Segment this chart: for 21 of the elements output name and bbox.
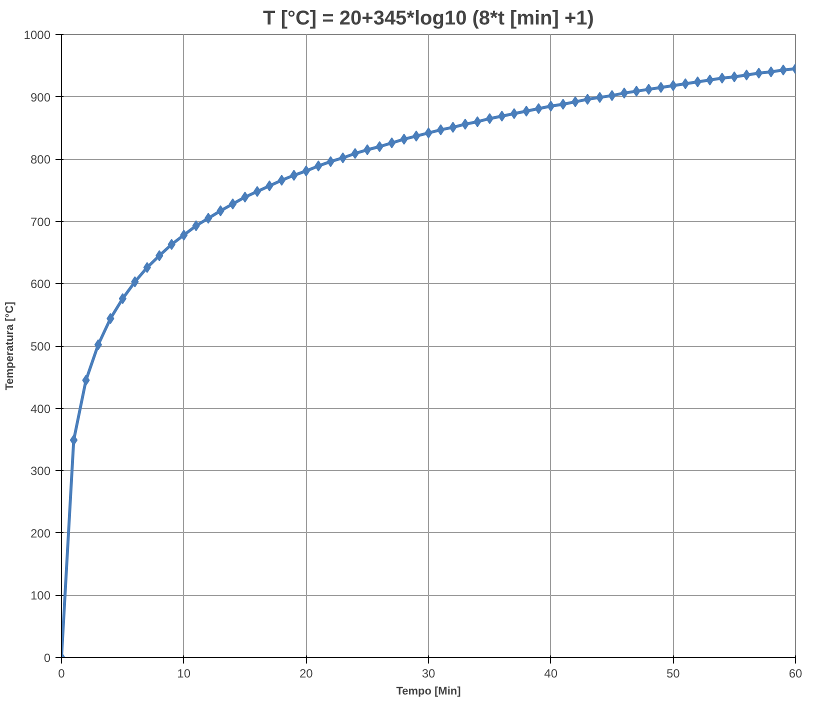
x-tick-label: 40 xyxy=(544,666,558,680)
x-tick-label: 0 xyxy=(58,666,66,680)
x-tick-label: 10 xyxy=(177,666,191,680)
y-tick-label: 500 xyxy=(30,340,51,354)
x-tick-label: 20 xyxy=(299,666,314,680)
y-tick-label: 800 xyxy=(30,152,51,167)
y-tick-label: 900 xyxy=(30,90,51,104)
y-tick-label: 100 xyxy=(30,588,51,603)
x-tick-label: 30 xyxy=(422,666,436,680)
y-tick-label: 400 xyxy=(30,402,51,416)
x-axis-title: Tempo [Min] xyxy=(396,686,462,698)
y-tick-label: 300 xyxy=(30,464,51,478)
y-tick-label: 700 xyxy=(30,214,51,229)
y-tick-label: 1000 xyxy=(24,28,51,42)
chart-title: T [°C] = 20+345*log10 (8*t [min] +1) xyxy=(263,8,594,30)
x-tick-label: 50 xyxy=(666,666,680,680)
y-tick-label: 600 xyxy=(30,277,51,292)
y-tick-label: 200 xyxy=(30,526,51,540)
y-axis-title: Temperatura [°C] xyxy=(4,301,16,390)
y-tick-label: 0 xyxy=(44,651,51,665)
x-tick-label: 60 xyxy=(788,666,802,680)
